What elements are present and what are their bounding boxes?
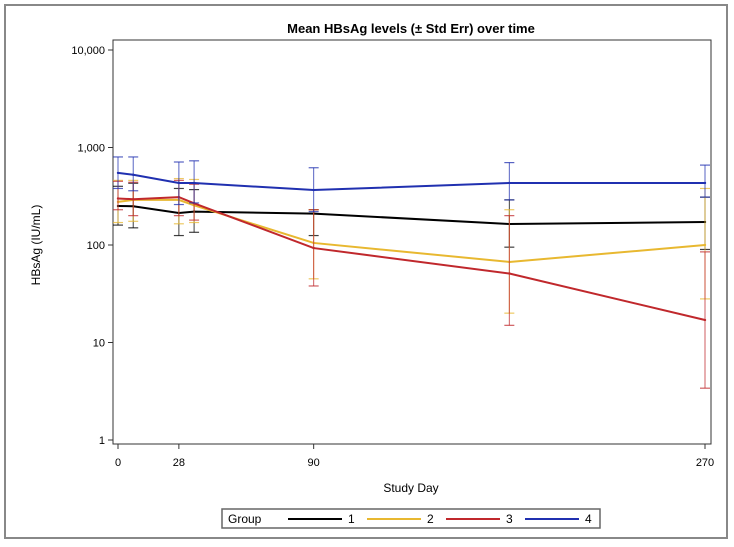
data-point [192,181,196,185]
data-point [116,171,120,175]
y-tick-label: 1,000 [77,143,105,155]
data-point [312,246,315,250]
legend: Group 1 2 3 4 [221,508,601,529]
x-axis-label: Study Day [383,481,438,495]
legend-title: Group [228,512,262,526]
data-point [312,188,315,192]
x-tick-label: 270 [696,457,714,469]
series-group-2 [113,177,710,314]
data-point [116,197,120,200]
legend-label: 3 [506,512,513,526]
data-point [132,173,135,176]
series-line-3 [117,196,706,322]
data-point [703,181,707,185]
series-line-2 [117,198,706,263]
chart-title: Mean HBsAg levels (± Std Err) over time [287,21,535,36]
y-tick-label: 1 [99,435,105,447]
y-axis-label: HBsAg (IU/mL) [29,205,43,286]
legend-label: 1 [348,512,355,526]
data-point [703,318,707,322]
series-group-1 [113,182,710,251]
plot-area [112,39,712,445]
data-point [508,181,511,185]
x-tick-label: 0 [115,457,121,469]
data-point [177,181,181,185]
y-tick-label: 10 [93,338,105,350]
x-tick-label: 28 [173,457,185,469]
data-point [703,243,707,247]
series-group-4 [113,156,710,213]
legend-label: 2 [427,512,434,526]
legend-label: 4 [585,512,592,526]
chart-frame [4,4,728,539]
y-tick-label: 100 [87,240,105,252]
data-point [508,272,511,275]
data-point [132,197,135,201]
x-tick-label: 90 [308,457,320,469]
y-tick-label: 10,000 [71,45,105,57]
series-line-4 [117,171,705,192]
